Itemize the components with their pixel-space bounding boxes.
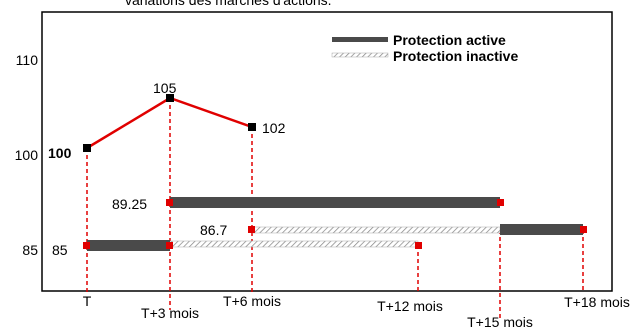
x-label: T+6 mois bbox=[223, 293, 281, 309]
end-marker bbox=[166, 199, 173, 206]
active-bar bbox=[500, 224, 583, 235]
end-marker bbox=[248, 226, 255, 233]
x-label: T bbox=[83, 293, 92, 309]
point-label: 100 bbox=[48, 145, 72, 161]
market-point bbox=[83, 144, 91, 152]
legend-label: Protection inactive bbox=[393, 48, 518, 64]
title: variations des marchés d'actions. bbox=[125, 0, 332, 8]
y-label: 100 bbox=[15, 147, 39, 163]
y-label: 110 bbox=[16, 52, 39, 68]
inactive-bar bbox=[169, 240, 419, 248]
end-marker bbox=[83, 242, 90, 249]
x-label: T+15 mois bbox=[467, 314, 533, 329]
legend-label: Protection active bbox=[393, 32, 506, 48]
end-marker bbox=[580, 226, 587, 233]
legend-inactive-swatch bbox=[331, 52, 389, 58]
x-label: T+12 mois bbox=[377, 298, 443, 314]
frame bbox=[41, 11, 613, 292]
point-label: 86.7 bbox=[200, 222, 227, 238]
end-marker bbox=[415, 242, 422, 249]
end-marker bbox=[166, 242, 173, 249]
active-bar bbox=[87, 240, 170, 251]
point-label: 102 bbox=[262, 120, 286, 136]
x-label: T+3 mois bbox=[141, 305, 199, 321]
end-marker bbox=[497, 199, 504, 206]
active-bar bbox=[170, 197, 500, 208]
market-point bbox=[248, 123, 256, 131]
legend-active-swatch bbox=[332, 37, 388, 42]
point-label: 89.25 bbox=[112, 196, 147, 212]
market-point bbox=[166, 94, 174, 102]
inactive-bar bbox=[251, 226, 501, 234]
y-label: 85 bbox=[22, 242, 38, 258]
point-label: 105 bbox=[153, 80, 177, 96]
x-label: T+18 mois bbox=[564, 294, 630, 310]
point-label: 85 bbox=[52, 242, 68, 258]
